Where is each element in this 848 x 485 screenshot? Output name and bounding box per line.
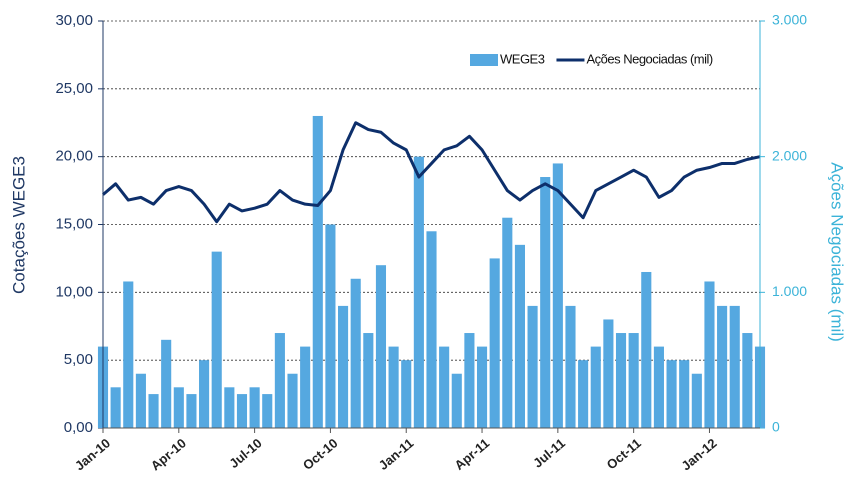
x-tick-label: Oct-11 bbox=[604, 435, 644, 472]
bar bbox=[653, 346, 664, 428]
bar bbox=[312, 115, 323, 428]
bar bbox=[148, 394, 159, 428]
bar bbox=[603, 319, 614, 428]
bar bbox=[388, 346, 399, 428]
bar bbox=[375, 265, 387, 428]
bar bbox=[325, 224, 336, 428]
bar bbox=[729, 305, 740, 428]
x-tick-label: Jul-10 bbox=[226, 435, 264, 471]
bar bbox=[123, 281, 134, 428]
bar bbox=[350, 278, 361, 428]
x-tick-label: Apr-10 bbox=[148, 435, 189, 473]
price-line bbox=[102, 121, 761, 224]
y-tick-label: 30,00 bbox=[55, 12, 93, 29]
bar bbox=[679, 360, 690, 428]
y2-tick-label: 1.000 bbox=[772, 283, 807, 299]
bar bbox=[426, 231, 437, 428]
x-tick-label: Apr-11 bbox=[452, 435, 493, 473]
bar bbox=[464, 333, 475, 428]
legend-label: Ações Negociadas (mil) bbox=[586, 51, 712, 66]
bar bbox=[641, 271, 652, 428]
x-tick-label: Oct-10 bbox=[300, 435, 341, 473]
bar bbox=[628, 333, 639, 428]
bar bbox=[615, 333, 627, 428]
bar bbox=[135, 373, 146, 428]
bar bbox=[186, 394, 197, 428]
y2-tick-label: 0 bbox=[772, 419, 780, 435]
bar bbox=[110, 387, 121, 428]
bar bbox=[300, 346, 311, 428]
x-tick-label: Jul-11 bbox=[530, 435, 568, 470]
bar bbox=[439, 346, 450, 428]
bar bbox=[224, 387, 235, 428]
bar bbox=[552, 163, 563, 428]
x-tick-label: Jan-10 bbox=[72, 435, 113, 473]
bar bbox=[540, 177, 551, 428]
legend-swatch bbox=[470, 54, 498, 66]
bar bbox=[691, 373, 702, 428]
bar bbox=[742, 333, 753, 428]
y-axis-label: Cotações WEGE3 bbox=[9, 156, 28, 294]
bar bbox=[199, 360, 210, 428]
bar bbox=[514, 244, 525, 428]
bar bbox=[363, 333, 374, 428]
y-tick-label: 5,00 bbox=[64, 351, 93, 368]
y-tick-label: 15,00 bbox=[55, 215, 93, 232]
bar bbox=[173, 387, 184, 428]
y2-tick-label: 3.000 bbox=[772, 12, 807, 28]
bar bbox=[451, 373, 462, 428]
y-tick-label: 10,00 bbox=[55, 283, 93, 300]
bar bbox=[338, 305, 349, 428]
bar bbox=[413, 156, 424, 428]
bar bbox=[704, 281, 715, 428]
x-tick-label: Jan-11 bbox=[376, 435, 417, 473]
y2-axis-label: Ações Negociadas (mil) bbox=[828, 162, 847, 342]
bar bbox=[476, 346, 488, 428]
bar bbox=[565, 305, 576, 428]
bar bbox=[401, 360, 412, 428]
y2-tick-label: 2.000 bbox=[772, 147, 807, 163]
bar bbox=[590, 346, 601, 428]
bar bbox=[578, 360, 589, 428]
bar bbox=[262, 394, 273, 428]
bar bbox=[249, 387, 260, 428]
legend-label: WEGE3 bbox=[500, 51, 545, 66]
bar bbox=[236, 394, 248, 428]
bar bbox=[666, 360, 677, 428]
bar bbox=[211, 251, 222, 428]
bar bbox=[161, 339, 172, 428]
bar bbox=[287, 373, 298, 428]
x-tick-label: Jan-12 bbox=[678, 435, 719, 473]
bar bbox=[502, 217, 513, 428]
y-tick-label: 0,00 bbox=[64, 419, 93, 436]
bar bbox=[274, 333, 285, 428]
bar bbox=[527, 305, 538, 428]
y-tick-label: 20,00 bbox=[55, 148, 93, 165]
y-tick-label: 25,00 bbox=[55, 80, 93, 97]
bar bbox=[717, 305, 728, 428]
bar bbox=[489, 258, 500, 428]
